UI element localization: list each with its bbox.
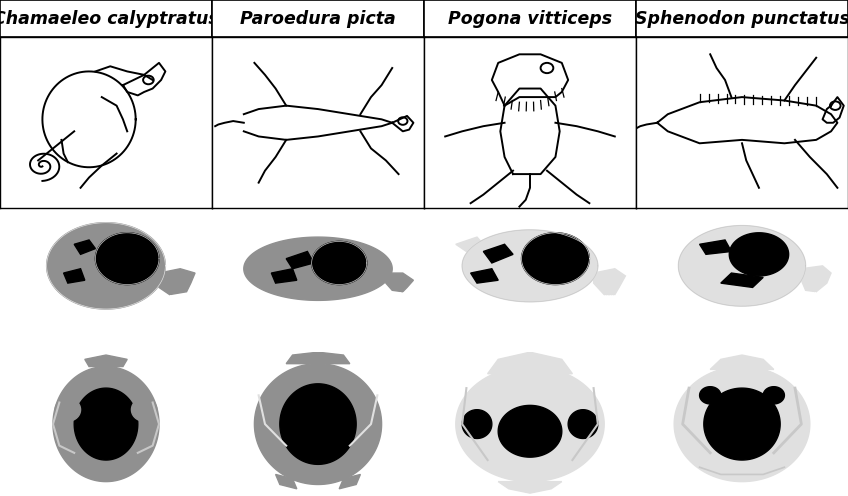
Polygon shape	[763, 387, 784, 404]
Text: A: A	[8, 215, 22, 234]
Polygon shape	[75, 388, 137, 460]
Text: J: J	[432, 359, 439, 377]
Polygon shape	[499, 482, 561, 493]
Polygon shape	[287, 352, 349, 364]
Polygon shape	[462, 230, 598, 302]
Polygon shape	[568, 410, 598, 438]
Polygon shape	[456, 237, 483, 251]
Polygon shape	[47, 223, 165, 309]
Text: F: F	[220, 359, 232, 377]
Polygon shape	[678, 226, 806, 306]
Text: Chamaeleo calyptratus: Chamaeleo calyptratus	[0, 9, 219, 28]
Polygon shape	[280, 384, 356, 464]
Text: Paroedura picta: Paroedura picta	[240, 9, 396, 28]
Polygon shape	[594, 269, 626, 295]
Polygon shape	[386, 273, 414, 292]
Polygon shape	[131, 398, 157, 421]
Polygon shape	[64, 269, 85, 283]
Polygon shape	[96, 233, 159, 285]
Text: M: M	[644, 215, 662, 234]
Polygon shape	[674, 367, 810, 482]
Polygon shape	[85, 355, 127, 367]
Text: Sphenodon punctatus: Sphenodon punctatus	[634, 9, 848, 28]
Polygon shape	[704, 388, 780, 460]
Polygon shape	[456, 367, 604, 482]
Polygon shape	[462, 410, 492, 438]
Polygon shape	[700, 387, 721, 404]
Text: N: N	[644, 359, 660, 377]
Polygon shape	[159, 269, 195, 295]
Text: Pogona vitticeps: Pogona vitticeps	[448, 9, 612, 28]
Polygon shape	[271, 269, 297, 283]
Polygon shape	[244, 237, 392, 301]
Polygon shape	[75, 240, 95, 254]
Polygon shape	[254, 364, 382, 485]
Polygon shape	[339, 474, 360, 489]
Polygon shape	[471, 269, 499, 283]
Text: E: E	[220, 215, 232, 234]
Polygon shape	[53, 367, 159, 482]
Polygon shape	[721, 273, 763, 287]
Polygon shape	[522, 233, 589, 285]
Polygon shape	[276, 474, 297, 489]
Text: I: I	[432, 215, 439, 234]
Text: B: B	[8, 359, 22, 377]
Polygon shape	[801, 266, 831, 292]
Polygon shape	[499, 405, 561, 457]
Polygon shape	[711, 355, 773, 370]
Polygon shape	[312, 242, 366, 285]
Polygon shape	[729, 233, 789, 276]
Polygon shape	[488, 352, 572, 374]
Polygon shape	[700, 240, 731, 254]
Polygon shape	[287, 251, 314, 269]
Polygon shape	[55, 398, 81, 421]
Polygon shape	[483, 244, 513, 263]
